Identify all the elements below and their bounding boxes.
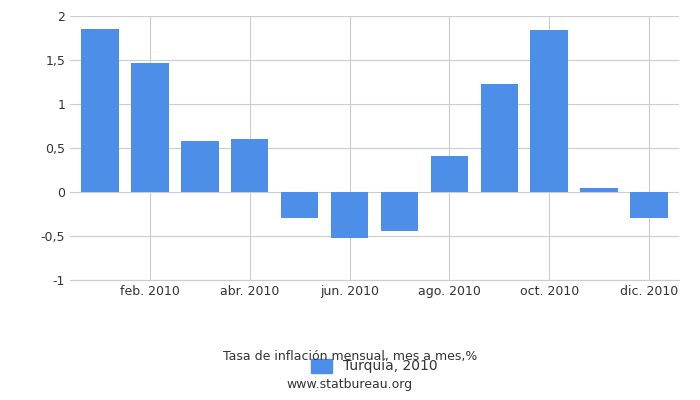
Bar (331, 192, 368, 238)
Bar (481, 84, 518, 192)
Text: www.statbureau.org: www.statbureau.org (287, 378, 413, 391)
Bar (131, 63, 169, 192)
Bar (430, 156, 468, 192)
Bar (630, 192, 668, 218)
Bar (181, 141, 218, 192)
Bar (381, 192, 418, 231)
Bar (81, 29, 119, 192)
Text: Tasa de inflación mensual, mes a mes,%: Tasa de inflación mensual, mes a mes,% (223, 350, 477, 363)
Bar (580, 188, 618, 192)
Legend: Turquía, 2010: Turquía, 2010 (306, 353, 443, 379)
Bar (531, 30, 568, 192)
Bar (231, 139, 268, 192)
Bar (281, 192, 318, 218)
